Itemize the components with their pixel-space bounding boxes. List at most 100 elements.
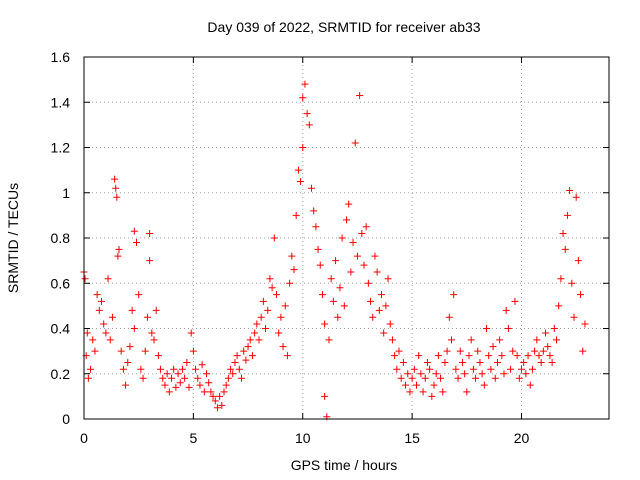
data-point xyxy=(111,175,119,183)
data-point xyxy=(112,184,120,192)
data-point xyxy=(108,313,116,321)
data-point xyxy=(218,401,226,409)
x-tick-label: 10 xyxy=(295,430,311,446)
data-point xyxy=(367,297,375,305)
data-point xyxy=(458,358,466,366)
data-point xyxy=(362,223,370,231)
data-point xyxy=(421,374,429,382)
grid-lines xyxy=(84,57,609,419)
data-point xyxy=(364,279,372,287)
data-point xyxy=(93,291,101,299)
data-point xyxy=(310,207,318,215)
data-point xyxy=(135,291,143,299)
data-point xyxy=(456,347,464,355)
data-point xyxy=(176,379,184,387)
data-point xyxy=(301,80,309,88)
data-point xyxy=(259,297,267,305)
data-point xyxy=(130,227,138,235)
data-point xyxy=(410,365,418,373)
data-point xyxy=(581,320,589,328)
data-point xyxy=(246,336,254,344)
data-point xyxy=(487,365,495,373)
data-point xyxy=(273,291,280,299)
data-point xyxy=(504,325,512,332)
data-point xyxy=(476,358,484,366)
data-point xyxy=(242,356,250,364)
data-point xyxy=(157,365,165,373)
data-point xyxy=(434,352,442,360)
data-point xyxy=(507,365,515,373)
data-point xyxy=(227,365,235,373)
data-point xyxy=(194,374,202,382)
data-point xyxy=(181,374,189,382)
data-point xyxy=(448,336,455,344)
y-tick-label: 0.4 xyxy=(51,321,71,337)
data-point xyxy=(347,268,355,276)
data-point xyxy=(209,392,217,400)
data-point xyxy=(299,144,307,151)
data-point xyxy=(548,358,556,366)
data-point xyxy=(419,388,427,396)
data-point xyxy=(432,370,440,378)
data-point xyxy=(406,388,414,396)
data-point xyxy=(550,325,558,332)
data-point xyxy=(83,329,91,337)
data-point xyxy=(489,343,497,351)
data-point xyxy=(84,374,92,382)
data-point xyxy=(235,365,243,373)
data-point xyxy=(325,336,333,344)
x-tick-label: 5 xyxy=(189,430,197,446)
data-point xyxy=(502,306,510,314)
data-point xyxy=(279,343,287,351)
data-point xyxy=(537,358,545,366)
data-point xyxy=(542,329,550,337)
data-point xyxy=(478,370,486,378)
data-point xyxy=(485,352,493,360)
data-point xyxy=(192,365,200,373)
data-point xyxy=(292,211,300,219)
data-point xyxy=(450,291,458,299)
data-point xyxy=(566,186,574,194)
data-point xyxy=(557,275,565,283)
data-point xyxy=(117,347,125,355)
y-tick-label: 0 xyxy=(62,411,70,427)
data-point xyxy=(373,268,381,276)
data-point xyxy=(89,336,97,344)
data-point xyxy=(198,361,206,369)
data-point xyxy=(262,325,270,332)
data-point xyxy=(559,229,567,237)
data-point xyxy=(174,370,182,378)
data-point xyxy=(469,365,477,373)
y-tick-label: 1 xyxy=(62,185,70,201)
data-point xyxy=(268,284,276,292)
data-point xyxy=(386,320,394,328)
data-point xyxy=(87,365,95,373)
data-point xyxy=(244,343,252,351)
data-point xyxy=(113,193,121,201)
data-point xyxy=(286,279,294,287)
data-point xyxy=(360,261,368,269)
data-point xyxy=(255,336,263,344)
data-point xyxy=(500,370,508,378)
data-point xyxy=(299,94,307,102)
data-point xyxy=(375,306,383,314)
data-point xyxy=(266,275,274,283)
data-point xyxy=(533,336,541,344)
data-point xyxy=(216,392,224,400)
data-point xyxy=(205,379,213,387)
data-point xyxy=(524,352,532,360)
data-point xyxy=(402,381,410,389)
data-point xyxy=(305,121,313,129)
data-point xyxy=(439,388,447,396)
data-point xyxy=(539,347,547,355)
data-point xyxy=(312,223,320,231)
data-point xyxy=(257,313,265,321)
data-point xyxy=(154,352,162,360)
data-point xyxy=(528,365,536,373)
data-point xyxy=(415,352,423,360)
data-point xyxy=(518,365,525,373)
data-point xyxy=(531,347,539,355)
data-point xyxy=(384,275,392,283)
data-point xyxy=(574,257,582,265)
y-tick-label: 1.4 xyxy=(51,94,71,110)
